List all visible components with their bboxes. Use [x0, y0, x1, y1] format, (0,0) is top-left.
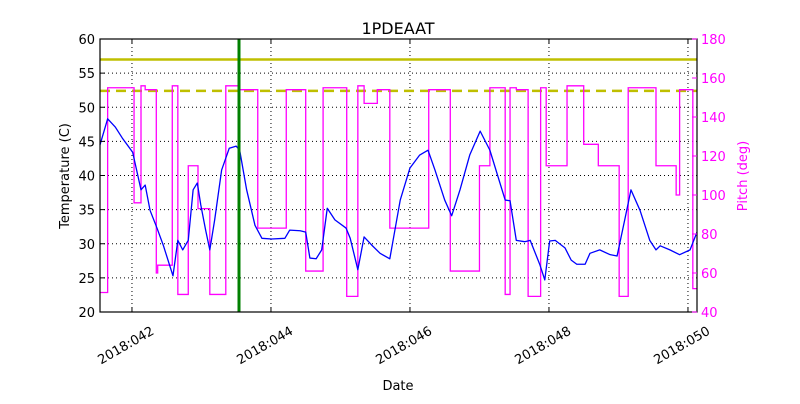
- y2-tick-label: 120: [701, 150, 726, 165]
- y-tick-label: 40: [78, 170, 95, 185]
- y-tick-label: 30: [78, 238, 95, 253]
- y-tick-label: 45: [78, 135, 95, 150]
- x-tick-label: 2018:048: [512, 324, 573, 368]
- pitch-series: [100, 85, 697, 298]
- y-tick-label: 20: [78, 306, 95, 321]
- y2-axis-label: Pitch (deg): [736, 141, 751, 211]
- series-layer: [99, 39, 698, 312]
- y2-tick-label: 160: [701, 72, 726, 87]
- chart-title: 1PDEAAT: [361, 19, 434, 38]
- y-tick-label: 35: [78, 204, 95, 219]
- y-tick-label: 25: [78, 272, 95, 287]
- temperature-series: [99, 118, 698, 281]
- y2-tick-label: 100: [701, 189, 726, 204]
- y2-tick-label: 140: [701, 111, 726, 126]
- y-tick-label: 55: [78, 67, 95, 82]
- plot-frame: [99, 38, 698, 313]
- x-tick-label: 2018:050: [651, 324, 712, 368]
- y2-tick-label: 80: [701, 228, 718, 243]
- y-tick-label: 50: [78, 101, 95, 116]
- x-tick-label: 2018:044: [235, 324, 296, 368]
- y2-tick-label: 180: [701, 33, 726, 48]
- y2-tick-label: 40: [701, 306, 718, 321]
- y2-tick-label: 60: [701, 267, 718, 282]
- y-axis-label: Temperature (C): [58, 123, 73, 230]
- x-tick-label: 2018:046: [373, 324, 434, 368]
- x-axis-label: Date: [382, 379, 413, 394]
- grid: [100, 39, 697, 312]
- x-tick-label: 2018:042: [96, 324, 157, 368]
- y-tick-label: 60: [78, 33, 95, 48]
